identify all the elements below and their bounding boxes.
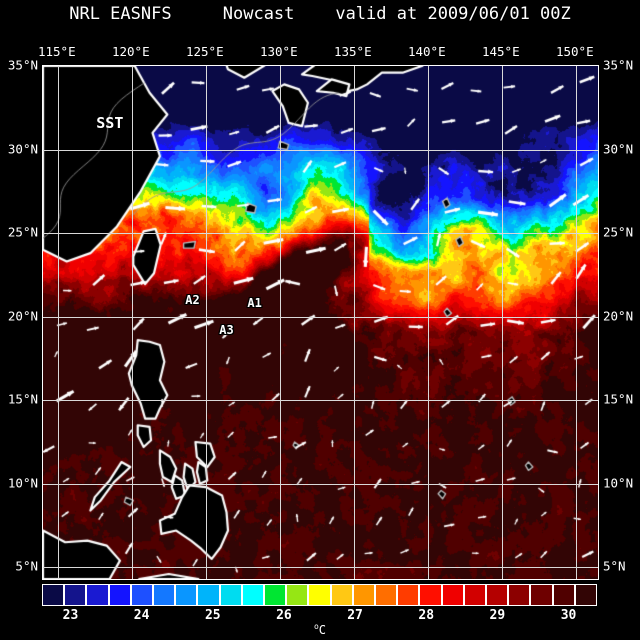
colorbar-swatch [43,585,65,605]
colorbar-swatch [86,585,109,605]
colorbar-swatch [308,585,331,605]
colorbar-unit-label: oC [313,622,327,637]
colorbar-swatch [108,585,131,605]
colorbar-tick-label: 27 [347,608,363,623]
colorbar-tick-label: 24 [133,608,150,623]
lon-tick-label: 115°E [37,44,76,59]
gridline-parallel [43,150,598,151]
lat-tick-label-right: 5°N [603,558,626,574]
lat-tick-label-left: 25°N [7,224,38,240]
colorbar-swatch [352,585,376,605]
gridline-meridian [58,66,59,579]
colorbar-swatch [130,585,154,605]
lon-tick-label: 145°E [481,44,520,59]
lon-tick-label: 150°E [555,44,594,59]
colorbar-swatches [42,584,597,606]
gridline-meridian [576,66,577,579]
colorbar-swatch [264,585,287,605]
lat-tick-label-left: 35°N [7,57,38,73]
gridline-parallel [43,567,598,568]
gridline-parallel [43,400,598,401]
colorbar-swatch [552,585,575,605]
colorbar-swatch [375,585,398,605]
lat-tick-label-left: 20°N [7,308,38,324]
lat-tick-label-right: 20°N [603,308,634,324]
colorbar-tick-label: 23 [62,608,79,623]
gridline-meridian [206,66,207,579]
lat-tick-label-left: 30°N [7,141,38,157]
colorbar-swatch [486,585,509,605]
lon-tick-label: 120°E [111,44,150,59]
colorbar-swatch [64,585,87,605]
colorbar-swatch [463,585,487,605]
map-plot-area[interactable]: SST A2 A1 A3 [42,65,599,580]
colorbar-swatch [175,585,198,605]
colorbar-swatch [219,585,242,605]
colorbar-swatch [397,585,420,605]
gridline-meridian [354,66,355,579]
sst-field-label: SST [96,113,124,132]
colorbar-swatch [197,585,220,605]
colorbar-swatch [286,585,309,605]
lat-tick-label-left: 5°N [15,558,38,574]
colorbar-swatch [153,585,176,605]
colorbar-tick-label: 30 [560,608,577,623]
lat-tick-label-left: 10°N [7,475,38,491]
lat-tick-label-right: 30°N [603,141,634,157]
lat-tick-label-right: 15°N [603,391,634,407]
gridline-parallel [43,317,598,318]
gridline-parallel [43,233,598,234]
lat-tick-label-right: 10°N [603,475,634,491]
gridline-meridian [428,66,429,579]
colorbar-swatch [530,585,553,605]
figure-title: NRL EASNFS Nowcast valid at 2009/06/01 0… [69,4,571,24]
colorbar-swatch [330,585,353,605]
colorbar-tick-label: 25 [204,608,221,623]
colorbar-swatch [574,585,597,605]
gridline-meridian [280,66,281,579]
gridline-meridian [132,66,133,579]
lat-tick-label-right: 35°N [603,57,634,73]
colorbar-tick-label: 26 [276,608,292,623]
gridline-meridian [502,66,503,579]
lon-tick-label: 140°E [407,44,446,59]
colorbar-swatch [419,585,442,605]
map-inner: SST A2 A1 A3 [43,66,598,579]
colorbar-swatch [508,585,531,605]
lon-tick-label: 130°E [259,44,298,59]
colorbar[interactable] [42,584,597,606]
degree-glyph: o [313,622,319,631]
colorbar-tick-label: 29 [489,608,506,623]
lon-tick-label: 125°E [185,44,224,59]
colorbar-swatch [441,585,464,605]
lat-tick-label-right: 25°N [603,224,634,240]
lon-tick-label: 135°E [333,44,372,59]
lat-tick-label-left: 15°N [7,391,38,407]
sst-field-canvas [43,66,598,579]
colorbar-tick-label: 28 [418,608,435,623]
colorbar-swatch [241,585,265,605]
gridline-parallel [43,484,598,485]
